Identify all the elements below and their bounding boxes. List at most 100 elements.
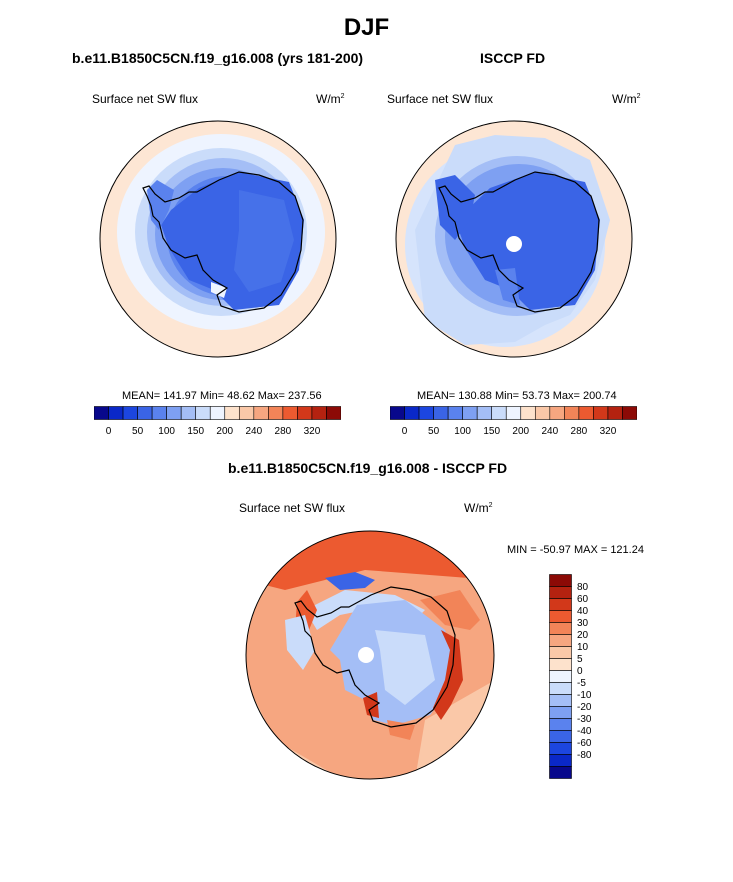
diff-colorbar-tick-label: -30 [577,714,592,725]
right-colorbar-swatch [404,406,420,420]
left-colorbar-swatch [238,406,255,420]
left-colorbar-swatch [326,406,341,420]
right-colorbar-swatch [447,406,463,420]
left-colorbar-tick-label: 240 [245,426,262,437]
diff-colorbar-swatch [549,682,572,695]
right-colorbar-tick-label: 320 [600,426,617,437]
left-colorbar-tick-label: 0 [106,426,112,437]
diff-colorbar-tick-label: 40 [577,606,589,617]
right-colorbar-tick-label: 280 [571,426,588,437]
right-units-label: W/m2 [612,92,641,106]
right-panel-title: ISCCP FD [480,50,546,66]
right-colorbar-swatch [593,406,609,420]
left-polar-map [99,120,337,358]
right-colorbar-tick-label: 50 [428,426,440,437]
left-panel-title: b.e11.B1850C5CN.f19_g16.008 (yrs 181-200… [72,50,364,66]
diff-stats: MIN = -50.97 MAX = 121.24 [507,544,644,556]
diff-colorbar-tick-label: 10 [577,642,589,653]
left-colorbar [94,406,341,420]
right-colorbar-swatch [505,406,522,420]
left-colorbar-swatch [311,406,327,420]
right-colorbar-swatch [418,406,434,420]
right-polar-map [395,120,633,358]
left-colorbar-swatch [108,406,124,420]
diff-colorbar-swatch [549,574,572,587]
diff-polar-map [245,530,495,780]
diff-colorbar-swatch [549,646,572,659]
diff-colorbar-swatch [549,610,572,623]
diff-panel-title: b.e11.B1850C5CN.f19_g16.008 - ISCCP FD [228,460,508,476]
main-title: DJF [343,14,390,41]
left-colorbar-tick-label: 100 [158,426,175,437]
left-colorbar-swatch [195,406,211,420]
diff-colorbar-tick-label: -20 [577,702,592,713]
right-colorbar-swatch [534,406,551,420]
diff-colorbar-tick-label: 80 [577,582,589,593]
right-colorbar-ticks: 0 50 100 150 200 240 280 320 [402,426,617,437]
left-field-label: Surface net SW flux [92,92,199,106]
left-colorbar-tick-label: 50 [132,426,144,437]
diff-field-label: Surface net SW flux [239,501,346,515]
left-stats: MEAN= 141.97 Min= 48.62 Max= 237.56 [122,390,322,402]
diff-colorbar-swatch [549,694,572,707]
left-colorbar-tick-label: 280 [275,426,292,437]
right-field-label: Surface net SW flux [387,92,494,106]
left-colorbar-swatch [122,406,138,420]
diff-colorbar-swatch [549,730,572,743]
right-colorbar [390,406,637,420]
right-colorbar-swatch [622,406,637,420]
diff-colorbar-swatch [549,622,572,635]
right-colorbar-swatch [564,406,580,420]
right-colorbar-swatch [433,406,449,420]
right-colorbar-tick-label: 0 [402,426,408,437]
left-colorbar-tick-label: 150 [187,426,204,437]
diff-colorbar-tick-label: -10 [577,690,592,701]
left-colorbar-tick-label: 200 [216,426,233,437]
right-colorbar-swatch [476,406,493,420]
diff-colorbar-swatch [549,754,572,767]
left-colorbar-swatch [137,406,153,420]
left-colorbar-swatch [253,406,269,420]
left-colorbar-swatch [297,406,313,420]
diff-colorbar-swatch [549,706,572,719]
left-colorbar-swatch [282,406,298,420]
diff-colorbar-tick-label: 5 [577,654,583,665]
left-units-label: W/m2 [316,92,345,106]
left-colorbar-swatch [180,406,197,420]
right-colorbar-tick-label: 200 [512,426,529,437]
diff-colorbar-swatch [549,742,572,755]
right-colorbar-swatch [549,406,565,420]
left-colorbar-swatch [94,406,109,420]
right-colorbar-swatch [578,406,594,420]
right-colorbar-swatch [390,406,405,420]
diff-colorbar-tick-label: 0 [577,666,583,677]
diff-colorbar-swatch [549,718,572,731]
left-colorbar-swatch [209,406,226,420]
diff-colorbar-swatch [549,634,572,647]
diff-colorbar-swatch [549,670,572,683]
diff-colorbar-tick-label: 20 [577,630,589,641]
right-colorbar-swatch [520,406,536,420]
diff-colorbar-swatch [549,598,572,611]
right-colorbar-swatch [607,406,623,420]
diff-colorbar-tick-label: -5 [577,678,586,689]
diff-colorbar-tick-label: -60 [577,738,592,749]
left-colorbar-tick-label: 320 [304,426,321,437]
right-colorbar-swatch [491,406,507,420]
left-colorbar-swatch [166,406,182,420]
right-colorbar-tick-label: 240 [541,426,558,437]
left-colorbar-swatch [224,406,240,420]
right-colorbar-tick-label: 100 [454,426,471,437]
diff-colorbar-swatch [549,586,572,599]
left-colorbar-swatch [151,406,167,420]
left-colorbar-ticks: 0 50 100 150 200 240 280 320 [106,426,321,437]
left-colorbar-swatch [268,406,284,420]
diff-colorbar-tick-label: 30 [577,618,589,629]
diff-colorbar-tick-label: -40 [577,726,592,737]
right-colorbar-tick-label: 150 [483,426,500,437]
right-colorbar-swatch [462,406,478,420]
diff-colorbar-swatch [549,658,572,671]
diff-units-label: W/m2 [464,501,493,515]
diff-colorbar-tick-label: -80 [577,750,592,761]
